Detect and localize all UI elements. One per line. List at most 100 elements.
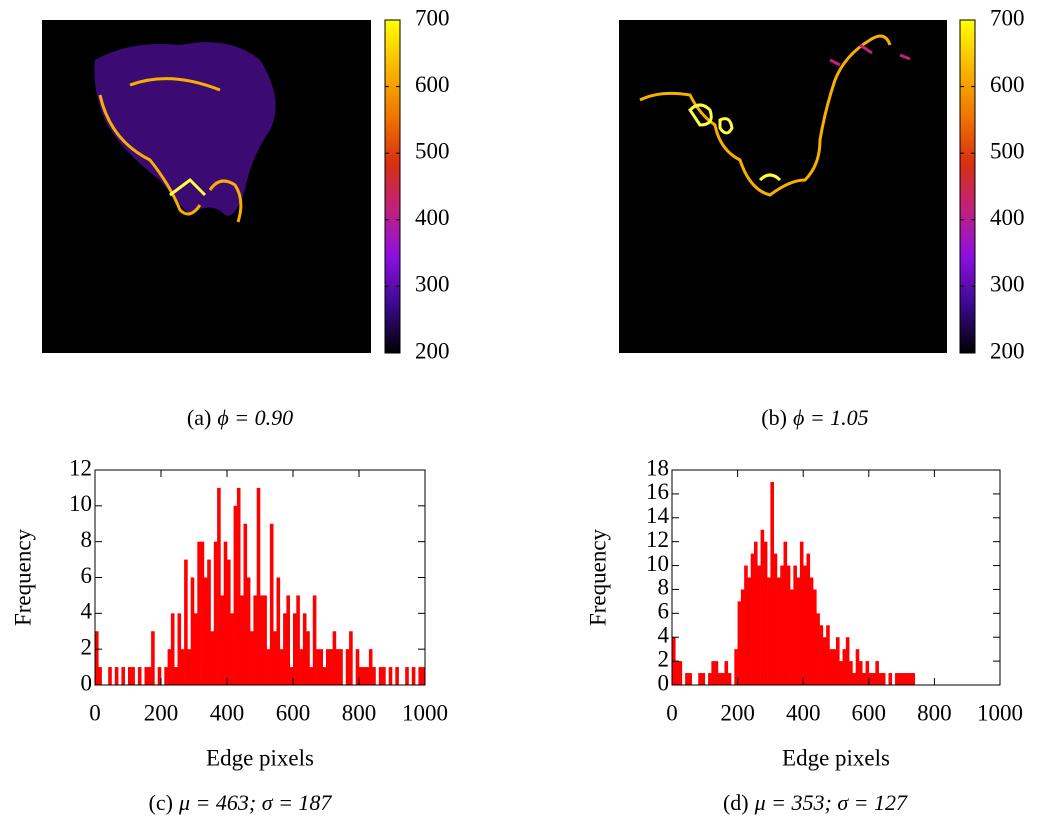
- x-tick-label: 0: [666, 700, 678, 725]
- colorbar: [384, 19, 401, 354]
- bar: [803, 565, 807, 685]
- bar: [816, 613, 820, 685]
- caption: (a) ϕ = 0.90: [187, 405, 293, 430]
- colorbar-tick-label: 300: [990, 272, 1025, 297]
- bar: [243, 523, 248, 685]
- bar: [217, 487, 221, 685]
- x-axis-label: Edge pixels: [782, 745, 890, 770]
- bar: [786, 565, 791, 685]
- colorbar-tick-label: 500: [415, 138, 450, 163]
- bar: [832, 649, 837, 685]
- bar: [246, 577, 251, 685]
- x-tick-label: 400: [786, 700, 821, 725]
- bar: [203, 577, 208, 685]
- bar: [174, 667, 178, 685]
- bar: [881, 673, 886, 685]
- bar: [95, 631, 99, 685]
- bar: [233, 505, 238, 685]
- bar: [286, 595, 290, 685]
- y-tick-label: 0: [658, 670, 670, 695]
- y-axis-label: Frequency: [585, 528, 610, 626]
- image-b: [619, 20, 947, 353]
- bar: [780, 565, 784, 685]
- bar: [734, 649, 738, 685]
- bar: [862, 673, 866, 685]
- bar: [685, 673, 689, 685]
- colorbar-tick-label: 600: [415, 72, 450, 97]
- colorbar-tick-label: 200: [415, 338, 450, 363]
- bar: [411, 667, 416, 685]
- bar: [714, 661, 719, 685]
- bar: [276, 577, 281, 685]
- bar: [826, 625, 830, 685]
- bar: [872, 673, 876, 685]
- image-a: [42, 20, 371, 353]
- caption-text: ϕ = 1.05: [793, 405, 869, 430]
- y-tick-label: 8: [658, 575, 670, 600]
- bar: [326, 649, 330, 685]
- bar: [724, 661, 729, 685]
- colorbar: [959, 19, 976, 354]
- bar: [865, 661, 870, 685]
- y-tick-label: 18: [646, 455, 669, 480]
- bar: [283, 613, 287, 685]
- bar: [793, 565, 797, 685]
- bar: [878, 673, 883, 685]
- colorbar-tick-label: 200: [990, 338, 1025, 363]
- bar: [279, 649, 284, 685]
- bar: [128, 667, 132, 685]
- y-tick-label: 12: [69, 455, 92, 480]
- bar: [151, 631, 155, 685]
- bar: [180, 649, 185, 685]
- bar: [760, 529, 765, 685]
- bar: [852, 673, 856, 685]
- bar: [269, 523, 274, 685]
- bar: [813, 589, 817, 685]
- colorbar-tick-label: 400: [990, 205, 1025, 230]
- bar: [809, 577, 814, 685]
- bar: [359, 667, 363, 685]
- bar: [220, 595, 224, 685]
- bar: [316, 649, 320, 685]
- bar: [868, 673, 873, 685]
- bar: [263, 595, 267, 685]
- bar: [790, 589, 794, 685]
- bar: [378, 667, 383, 685]
- caption-text: μ = 463; σ = 187: [178, 790, 332, 815]
- bar: [187, 649, 191, 685]
- bar: [773, 553, 778, 685]
- bar: [355, 649, 360, 685]
- bar: [698, 673, 702, 685]
- bar: [108, 667, 112, 685]
- caption-label: (a): [187, 405, 211, 430]
- bar: [845, 637, 850, 685]
- bar: [757, 565, 761, 685]
- bar: [418, 667, 422, 685]
- bar: [776, 577, 781, 685]
- bar: [144, 667, 149, 685]
- bar: [388, 667, 393, 685]
- bar: [911, 673, 916, 685]
- bar: [783, 541, 788, 685]
- bar: [737, 601, 742, 685]
- y-tick-label: 16: [646, 479, 669, 504]
- bar: [273, 631, 277, 685]
- bar: [299, 649, 304, 685]
- bar: [368, 649, 373, 685]
- caption-label: (d): [723, 790, 749, 815]
- bar: [799, 541, 804, 685]
- bar: [372, 667, 376, 685]
- bar: [184, 559, 188, 685]
- bar: [382, 667, 386, 685]
- y-tick-label: 6: [81, 563, 93, 588]
- bar: [197, 541, 201, 685]
- bar: [194, 613, 198, 685]
- bar: [806, 553, 811, 685]
- bar: [339, 649, 343, 685]
- y-tick-label: 2: [81, 634, 93, 659]
- caption-text: ϕ = 0.90: [217, 405, 293, 430]
- bar: [329, 649, 333, 685]
- bar: [309, 667, 314, 685]
- bar: [114, 667, 119, 685]
